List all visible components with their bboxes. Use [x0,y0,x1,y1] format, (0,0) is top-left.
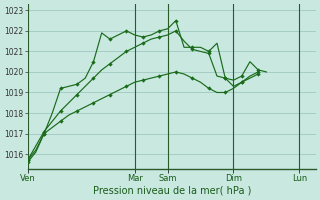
X-axis label: Pression niveau de la mer( hPa ): Pression niveau de la mer( hPa ) [92,186,251,196]
